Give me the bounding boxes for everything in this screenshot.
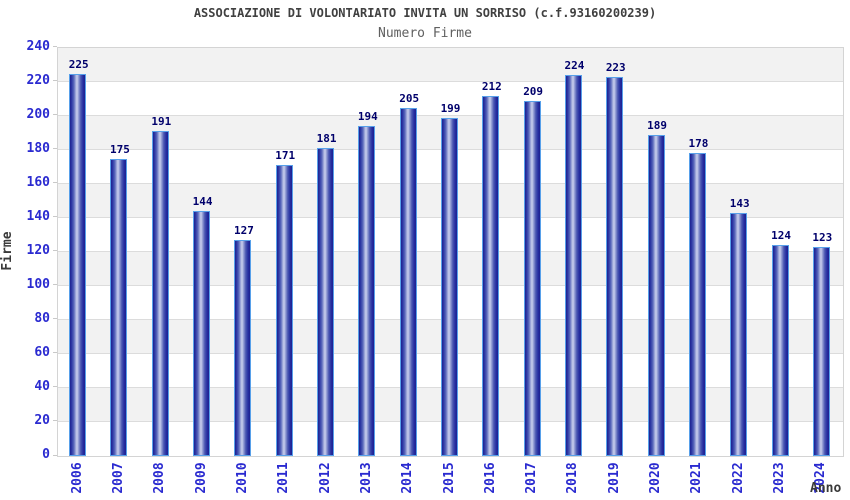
bar-2022 [730,212,748,456]
x-tick-2017: 2017 [524,462,540,494]
x-tick-2006: 2006 [69,462,85,494]
bar-value-2011: 171 [275,149,296,163]
y-tick-220: 220 [26,73,50,88]
x-tick-2013: 2013 [358,462,374,494]
bar-2007 [110,158,128,456]
gridline-220 [58,81,843,82]
y-tick-200: 200 [26,107,50,122]
bar-2024 [812,246,830,456]
x-tick-2007: 2007 [110,462,126,494]
bar-value-2022: 143 [729,196,750,210]
y-tick-mark-140 [53,216,57,217]
bar-value-2010: 127 [233,224,254,238]
bar-value-2013: 194 [357,110,378,124]
y-tick-40: 40 [34,379,50,394]
bar-value-2014: 205 [399,91,420,105]
y-tick-mark-120 [53,250,57,251]
bar-2017 [523,100,541,456]
x-tick-2016: 2016 [482,462,498,494]
bar-2013 [358,126,376,456]
x-tick-2023: 2023 [772,462,788,494]
bar-value-2015: 199 [440,101,461,115]
x-tick-2009: 2009 [193,462,209,494]
y-tick-120: 120 [26,243,50,258]
x-tick-2018: 2018 [565,462,581,494]
bar-2011 [275,165,293,456]
y-tick-mark-0 [53,455,57,456]
y-tick-mark-20 [53,420,57,421]
bar-value-2012: 181 [316,132,337,146]
y-tick-80: 80 [34,311,50,326]
y-tick-20: 20 [34,413,50,428]
bar-2006 [69,73,87,456]
y-tick-mark-60 [53,352,57,353]
bar-2020 [647,134,665,456]
bar-2010 [234,240,252,456]
bar-value-2020: 189 [647,118,668,132]
bar-2016 [482,95,500,456]
bar-value-2016: 212 [481,79,502,93]
x-tick-2014: 2014 [400,462,416,494]
bar-value-2018: 224 [564,59,585,73]
gridline-200 [58,115,843,116]
bar-value-2006: 225 [68,57,89,71]
y-tick-mark-80 [53,318,57,319]
chart-subtitle: Numero Firme [378,26,472,41]
bar-2009 [193,211,211,456]
y-tick-60: 60 [34,345,50,360]
x-tick-2008: 2008 [152,462,168,494]
x-tick-2021: 2021 [689,462,705,494]
y-tick-mark-180 [53,148,57,149]
x-tick-2012: 2012 [317,462,333,494]
chart-title: ASSOCIAZIONE DI VOLONTARIATO INVITA UN S… [193,6,657,20]
x-tick-2020: 2020 [648,462,664,494]
bar-2008 [151,131,169,456]
bar-2012 [317,148,335,456]
x-tick-2010: 2010 [234,462,250,494]
y-tick-0: 0 [42,447,50,462]
bar-value-2017: 209 [523,84,544,98]
bar-value-2009: 144 [192,195,213,209]
bar-value-2024: 123 [812,230,833,244]
bar-2014 [399,107,417,456]
bar-2023 [771,245,789,456]
plot-area: 225 175 191 144 127 171 181 194 205 199 212 209 224 2… [57,47,844,457]
x-tick-2019: 2019 [606,462,622,494]
bar-value-2023: 124 [771,229,791,243]
y-tick-240: 240 [26,39,50,54]
y-tick-mark-220 [53,80,57,81]
bar-value-2019: 223 [605,60,626,74]
bar-value-2008: 191 [151,115,172,129]
x-tick-2015: 2015 [441,462,457,494]
bar-2021 [688,153,706,456]
bar-2019 [606,76,624,456]
bar-value-2007: 175 [110,142,130,156]
y-tick-mark-100 [53,284,57,285]
bar-2015 [441,117,458,456]
x-tick-2011: 2011 [276,462,292,494]
x-tick-2022: 2022 [730,462,746,494]
x-axis-title: Anno [810,481,842,496]
y-tick-mark-200 [53,114,57,115]
y-tick-mark-40 [53,386,57,387]
y-tick-mark-240 [53,46,57,47]
y-tick-140: 140 [26,209,50,224]
y-tick-180: 180 [26,141,50,156]
bar-value-2021: 178 [688,137,709,151]
y-tick-mark-160 [53,182,57,183]
y-tick-100: 100 [26,277,50,292]
bar-2018 [564,75,582,456]
y-tick-160: 160 [26,175,50,190]
